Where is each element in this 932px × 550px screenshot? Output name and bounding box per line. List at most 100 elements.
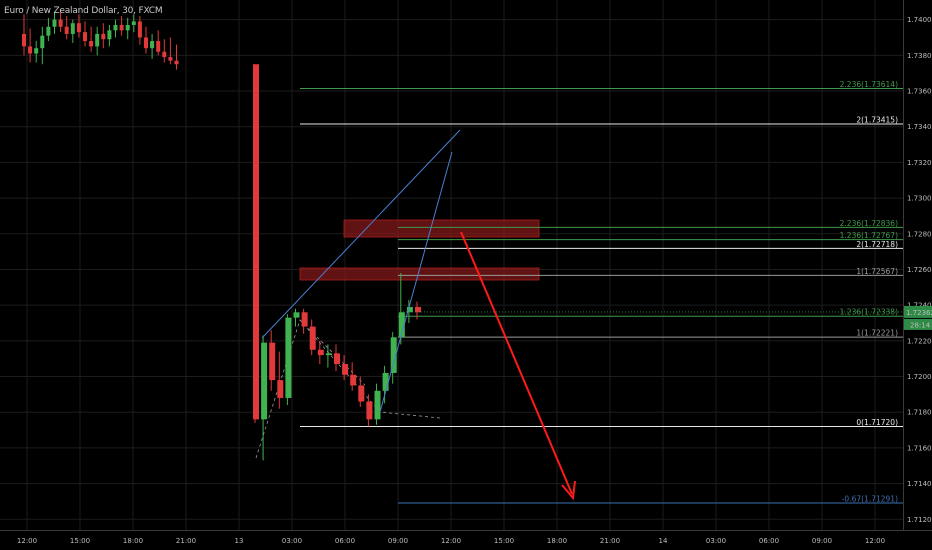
candle-body — [269, 342, 276, 381]
time-tick-label: 15:00 — [494, 537, 514, 545]
time-tick-label: 06:00 — [759, 537, 779, 545]
price-tick-label: 1.71200 — [907, 516, 932, 524]
candle-body — [89, 41, 94, 47]
price-tick-label: 1.72200 — [907, 337, 932, 345]
trend-line-upper — [261, 129, 461, 339]
time-tick-label: 03:00 — [706, 537, 726, 545]
candle-body — [261, 342, 268, 420]
price-tick-label: 1.71400 — [907, 480, 932, 488]
candle-body — [317, 349, 324, 356]
time-tick-label: 13 — [235, 537, 244, 545]
resistance-zone-upper — [343, 219, 540, 238]
time-tick-label: 12:00 — [441, 537, 461, 545]
candle-body — [253, 64, 259, 420]
time-tick-label: 03:00 — [282, 537, 302, 545]
candle-body — [46, 26, 51, 36]
price-tick-label: 1.72400 — [907, 302, 932, 310]
price-tick-label: 1.72600 — [907, 266, 932, 274]
candle-body — [113, 24, 118, 31]
candle-body — [382, 372, 389, 391]
candle-body — [374, 390, 381, 420]
time-tick-label: 21:00 — [600, 537, 620, 545]
forecast-arrow-shaft — [460, 231, 573, 495]
candle-body — [22, 33, 26, 47]
fib-level-label: 0(1.71720) — [856, 418, 898, 427]
price-tick-label: 1.73200 — [907, 159, 932, 167]
candle-body — [358, 385, 365, 402]
candle-body — [70, 23, 75, 34]
time-tick-label: 15:00 — [70, 537, 90, 545]
current-price-badge — [904, 305, 932, 318]
candle-body — [107, 30, 112, 40]
candle-body — [334, 353, 340, 365]
forecast-arrow-head — [561, 480, 576, 501]
candle-body — [285, 317, 292, 398]
countdown-badge — [904, 318, 932, 330]
candle-body — [406, 306, 413, 313]
time-tick-label: 06:00 — [335, 537, 355, 545]
fib-level-label: 2.236(1.73614) — [840, 80, 898, 89]
candle-body — [40, 35, 45, 49]
fib-level-label: 2(1.73415) — [856, 116, 898, 125]
candle-body — [83, 32, 87, 42]
price-tick-label: 1.73000 — [907, 195, 932, 203]
price-tick-label: 1.71600 — [907, 444, 932, 452]
candle-body — [350, 374, 357, 386]
candle-body — [144, 37, 148, 49]
price-tick-label: 1.73800 — [907, 52, 932, 60]
time-tick-label: 09:00 — [388, 537, 408, 545]
countdown-label: 28:14 — [910, 321, 931, 329]
candle-body — [415, 306, 421, 313]
candle-body — [277, 380, 284, 398]
candle-body — [162, 51, 167, 58]
price-tick-label: 1.72800 — [907, 230, 932, 238]
candle-body — [101, 33, 106, 40]
time-tick-label: 18:00 — [123, 537, 143, 545]
fib-level-label: 1(1.72221) — [856, 329, 898, 338]
time-tick-label: 14 — [659, 537, 668, 545]
time-tick-label: 12:00 — [865, 537, 885, 545]
candle-body — [174, 60, 179, 65]
price-tick-label: 1.73600 — [907, 88, 932, 96]
price-tick-label: 1.72000 — [907, 373, 932, 381]
price-tick-label: 1.73400 — [907, 123, 932, 131]
fib-level-label: 1(1.72567) — [856, 267, 898, 276]
candle-body — [52, 19, 57, 27]
candle-body — [293, 312, 300, 318]
fib-level-label: -0.67(1.71291) — [842, 495, 898, 504]
candle-body — [325, 353, 332, 356]
candle-body — [64, 26, 69, 34]
candle-body — [301, 312, 308, 327]
candle-body — [156, 41, 161, 52]
trend-line-lower — [379, 151, 453, 413]
candle-body — [125, 24, 130, 31]
price-tick-label: 1.74000 — [907, 16, 932, 24]
candle-body — [95, 33, 100, 47]
time-tick-label: 12:00 — [17, 537, 37, 545]
time-tick-label: 18:00 — [547, 537, 567, 545]
fib-level-label: 2(1.72718) — [856, 240, 898, 249]
fib-level-label: 2.236(1.72836) — [840, 219, 898, 228]
candle-body — [390, 337, 397, 373]
candle-body — [119, 24, 124, 31]
fib-level-label: 1.236(1.72767) — [840, 231, 898, 240]
candle-body — [398, 312, 405, 338]
time-tick-label: 09:00 — [812, 537, 832, 545]
candle-body — [34, 48, 39, 54]
candle-body — [366, 401, 373, 420]
candle-body — [137, 21, 142, 38]
candle-body — [28, 46, 33, 54]
time-tick-label: 21:00 — [176, 537, 196, 545]
symbol-title: Euro / New Zealand Dollar, 30, FXCM — [4, 6, 163, 16]
price-tick-label: 1.71800 — [907, 409, 932, 417]
candle-body — [342, 364, 349, 375]
candle-body — [150, 41, 155, 49]
candle-body — [131, 21, 136, 25]
candle-body — [168, 57, 173, 61]
candle-body — [58, 19, 63, 27]
candle-body — [76, 23, 81, 33]
candle-body — [309, 326, 316, 350]
